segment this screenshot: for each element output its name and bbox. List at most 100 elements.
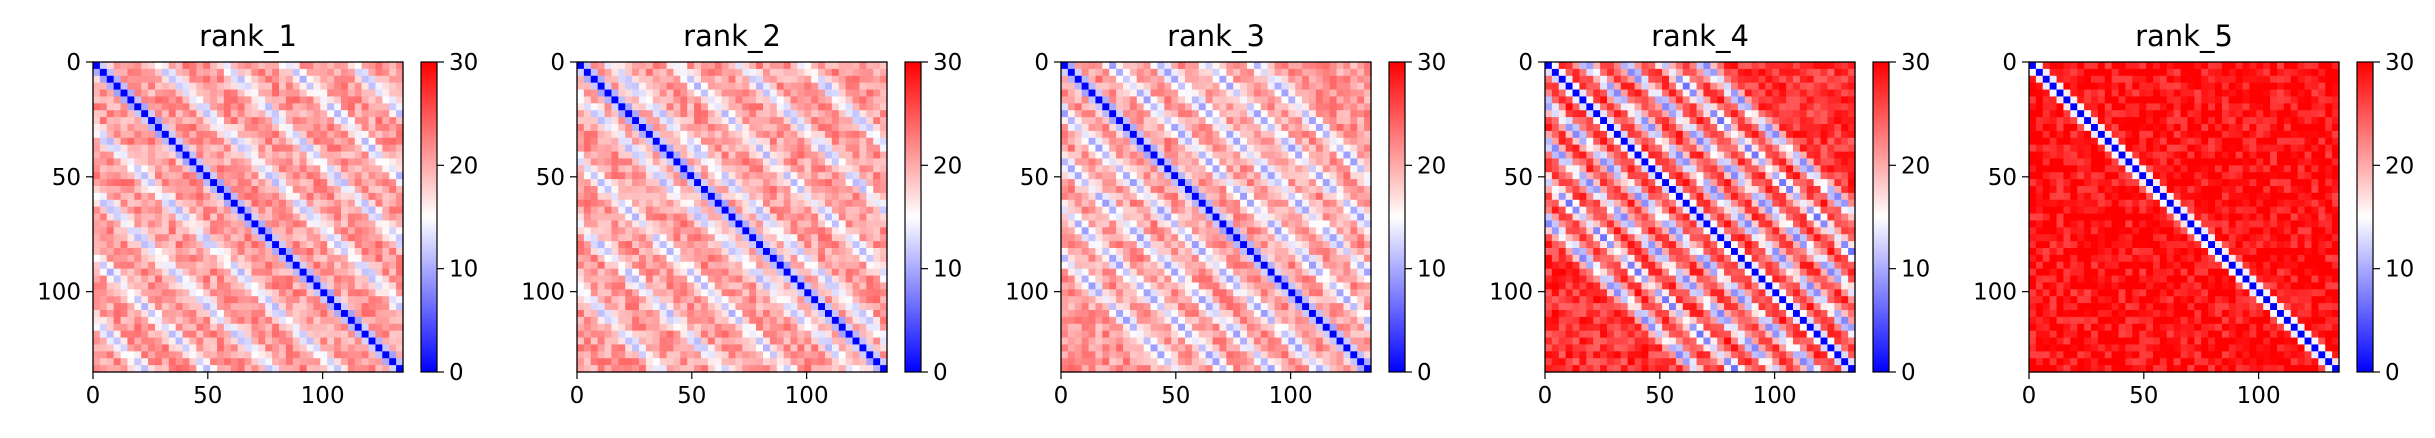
heatmap-cell [134,192,142,201]
heatmap-cell [361,344,370,352]
heatmap-cell [852,124,861,132]
heatmap-cell [1136,248,1145,256]
heatmap-cell [306,337,315,346]
heatmap-cell [804,241,812,249]
heatmap-cell [99,282,108,290]
heatmap-cell [189,316,197,325]
heatmap-cell [134,296,142,304]
heatmap-cell [120,330,129,339]
heatmap-cell [1178,117,1186,125]
heatmap-cell [797,261,805,270]
heatmap-cell [1178,337,1186,346]
heatmap-cell [1102,179,1110,187]
heatmap-cell [1123,96,1131,104]
heatmap-cell [1136,337,1145,346]
heatmap-cell [1150,220,1159,228]
heatmap-cell [645,172,654,180]
heatmap-cell [313,289,321,297]
heatmap-cell [632,110,640,118]
heatmap-cell [701,220,709,228]
heatmap-cell [217,261,225,270]
heatmap-cell [1081,110,1090,118]
heatmap-cell [272,117,280,125]
heatmap-cell [1164,351,1172,359]
heatmap-cell [396,75,404,84]
heatmap-cell [652,179,661,187]
heatmap-cell [1088,117,1097,125]
heatmap-cell [1143,103,1152,111]
heatmap-cell [1074,330,1083,339]
heatmap-cell [749,130,757,139]
heatmap-cell [368,179,377,187]
heatmap-cell [168,179,177,187]
heatmap-cell [873,75,881,84]
heatmap-cell [258,103,266,111]
heatmap-cell [811,316,819,325]
heatmap-cell [790,110,799,118]
heatmap-cell [1109,268,1117,277]
heatmap-cell [645,344,654,352]
heatmap-cell [845,323,854,332]
heatmap-cell [127,282,135,290]
heatmap-cell [210,117,218,125]
heatmap-cell [838,220,847,228]
heatmap-cell [155,310,163,318]
heatmap-cell [707,158,716,166]
heatmap-cell [618,137,626,146]
heatmap-cell [175,344,184,352]
heatmap-cell [279,261,287,270]
heatmap-cell [223,110,232,118]
heatmap-cell [728,75,737,84]
heatmap-cell [320,261,328,270]
heatmap-cell [292,199,301,208]
heatmap-cell [632,261,640,270]
heatmap-cell [223,282,232,290]
heatmap-cell [334,254,342,263]
heatmap-cell [341,227,349,235]
heatmap-cell [251,192,259,201]
heatmap-cell [230,172,239,180]
heatmap-cell [632,330,640,339]
heatmap-cell [99,358,108,366]
heatmap-cell [396,117,404,125]
heatmap-cell [347,103,356,111]
heatmap-cell [818,344,826,352]
heatmap-cell [1067,323,1076,332]
heatmap-cell [618,289,626,297]
heatmap-cell [769,282,778,290]
heatmap-cell [182,206,191,215]
heatmap-cell [265,220,273,228]
heatmap-cell [375,117,383,125]
heatmap-cell [1136,186,1145,194]
heatmap-cell [783,296,792,304]
heatmap-cell [389,179,397,187]
heatmap-cell [790,186,799,194]
heatmap-cell [396,254,404,263]
heatmap-cell [859,158,867,166]
heatmap-cell [859,227,867,235]
heatmap-cell [597,82,606,91]
heatmap-cell [272,62,280,70]
heatmap-cell [1123,192,1131,201]
heatmap-cell [769,241,778,249]
heatmap-cell [161,296,170,304]
heatmap-cell [1157,234,1165,242]
heatmap-cell [292,310,301,318]
heatmap-cell [375,165,383,173]
heatmap-cell [652,165,661,173]
heatmap-cell [1081,137,1090,146]
heatmap-cell [1164,158,1172,166]
heatmap-cell [597,75,606,84]
heatmap-cell [776,323,785,332]
heatmap-cell [659,344,668,352]
heatmap-cell [866,282,874,290]
heatmap-cell [244,365,253,373]
heatmap-cell [1088,130,1097,139]
heatmap-cell [880,316,888,325]
heatmap-cell [825,75,833,84]
heatmap-cell [161,199,170,208]
heatmap-cell [313,310,321,318]
heatmap-cell [134,358,142,366]
heatmap-cell [845,158,854,166]
heatmap-cell [783,130,792,139]
